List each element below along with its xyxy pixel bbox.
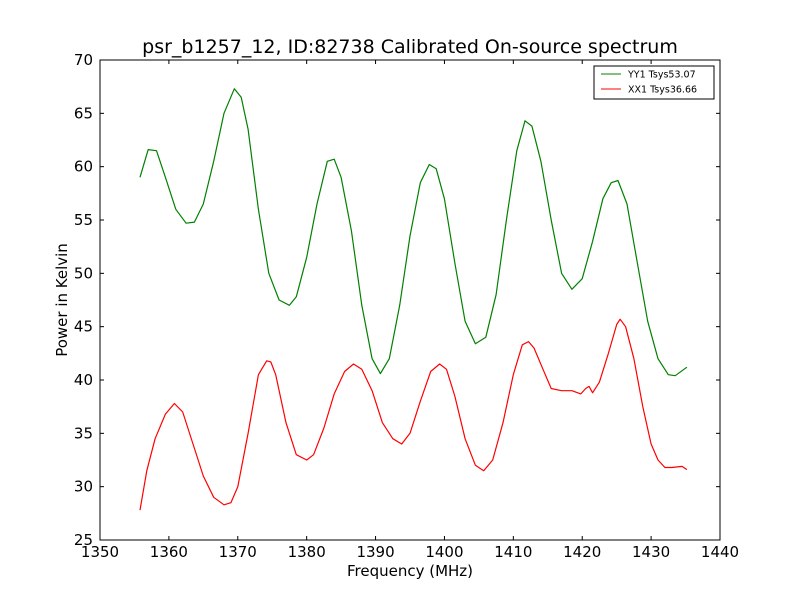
y-tick-label: 45 [74, 318, 93, 336]
series-line-yy1 [139, 88, 688, 377]
y-tick-label: 60 [74, 158, 93, 176]
y-tick-label: 50 [74, 264, 93, 282]
legend-label-yy1: YY1 Tsys53.07 [627, 70, 696, 81]
x-tick-label: 1410 [494, 543, 532, 561]
x-tick-label: 1390 [356, 543, 394, 561]
x-tick-label: 1440 [701, 543, 739, 561]
legend-box [593, 65, 715, 100]
x-tick-label: 1380 [288, 543, 326, 561]
x-axis-ticks: 1350 1360 1370 1380 1390 1400 1410 1420 1430 1440 [81, 60, 739, 561]
x-tick-label: 1370 [219, 543, 257, 561]
y-tick-label: 40 [74, 371, 93, 389]
y-tick-label: 35 [74, 424, 93, 442]
plot-area [99, 59, 721, 541]
y-tick-label: 55 [74, 211, 93, 229]
legend-label-xx1: XX1 Tsys36.66 [628, 85, 697, 96]
legend: YY1 Tsys53.07 XX1 Tsys36.66 [593, 65, 715, 100]
y-axis-label: Power in Kelvin [53, 243, 71, 357]
y-tick-label: 65 [74, 104, 93, 122]
y-tick-label: 70 [74, 51, 93, 69]
y-tick-label: 25 [74, 531, 93, 549]
series-layer [139, 88, 688, 511]
y-axis-ticks: 25 30 35 40 45 50 55 60 65 70 [74, 51, 720, 549]
x-tick-label: 1350 [81, 543, 119, 561]
y-tick-label: 30 [74, 478, 93, 496]
chart-title: psr_b1257_12, ID:82738 Calibrated On-sou… [142, 36, 678, 58]
x-tick-label: 1420 [563, 543, 601, 561]
x-tick-label: 1400 [425, 543, 463, 561]
x-axis-label: Frequency (MHz) [347, 562, 473, 580]
x-tick-label: 1360 [150, 543, 188, 561]
series-line-xx1 [139, 318, 688, 511]
x-tick-label: 1430 [632, 543, 670, 561]
